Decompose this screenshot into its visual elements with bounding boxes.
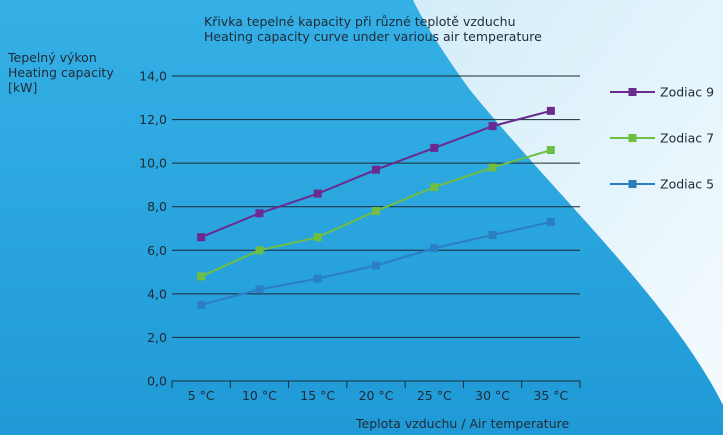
legend-label: Zodiac 9 (660, 85, 714, 100)
data-point (488, 163, 497, 172)
data-point (430, 143, 439, 152)
series-group (197, 106, 555, 309)
data-point (255, 246, 264, 255)
x-tick-label: 30 °C (475, 388, 510, 403)
y-tick-label: 2,0 (147, 330, 167, 345)
legend-marker (628, 134, 637, 142)
data-point (430, 244, 439, 253)
y-tick-label: 10,0 (139, 156, 167, 171)
x-tick-labels: 5 °C 10 °C 15 °C 20 °C 25 °C 30 °C 35 °C (188, 388, 569, 403)
legend: Zodiac 9 Zodiac 7 Zodiac 5 (610, 85, 714, 192)
chart-title: Křivka tepelné kapacity při různé teplot… (204, 14, 542, 44)
y-axis-label-line-2: Heating capacity (8, 65, 114, 80)
x-tick-label: 15 °C (300, 388, 335, 403)
legend-marker (628, 88, 637, 96)
data-point (313, 274, 322, 283)
x-axis-label: Teplota vzduchu / Air temperature (356, 416, 570, 431)
x-tick-label: 25 °C (417, 388, 452, 403)
y-axis-label-line-3: [kW] (8, 80, 38, 95)
data-point (430, 183, 439, 192)
chart-title-line-2: Heating capacity curve under various air… (204, 29, 542, 44)
data-point (255, 209, 264, 218)
data-point (255, 285, 264, 294)
data-point (313, 189, 322, 198)
y-tick-label: 4,0 (147, 286, 167, 301)
data-point (197, 233, 206, 242)
y-axis-label: Tepelný výkon Heating capacity [kW] (8, 50, 114, 95)
chart-title-line-1: Křivka tepelné kapacity při různé teplot… (204, 14, 516, 29)
data-point (546, 106, 555, 115)
y-axis-label-line-1: Tepelný výkon (8, 50, 97, 65)
legend-label: Zodiac 7 (660, 131, 714, 146)
background-light-area (413, 0, 723, 405)
data-point (313, 233, 322, 242)
legend-marker (628, 180, 637, 188)
data-point (546, 146, 555, 155)
data-point (372, 207, 380, 216)
data-point (372, 165, 380, 174)
y-tick-labels: 0,0 2,0 4,0 6,0 8,0 10,0 12,0 14,0 (139, 69, 167, 389)
data-point (372, 261, 380, 270)
y-tick-label: 14,0 (139, 69, 167, 84)
data-point (197, 300, 206, 309)
data-point (546, 217, 555, 226)
data-point (488, 122, 497, 131)
data-point (197, 272, 206, 281)
x-tick-label: 35 °C (533, 388, 568, 403)
series-line-zodiac-9 (200, 109, 552, 239)
grid-lines (171, 75, 581, 388)
x-tick-label: 20 °C (359, 388, 394, 403)
y-tick-label: 6,0 (147, 243, 167, 258)
y-tick-label: 12,0 (139, 112, 167, 127)
y-tick-label: 0,0 (147, 374, 167, 389)
legend-label: Zodiac 5 (660, 177, 714, 192)
x-tick-label: 5 °C (188, 388, 215, 403)
x-tick-label: 10 °C (242, 388, 277, 403)
data-point (488, 231, 497, 240)
y-tick-label: 8,0 (147, 199, 167, 214)
